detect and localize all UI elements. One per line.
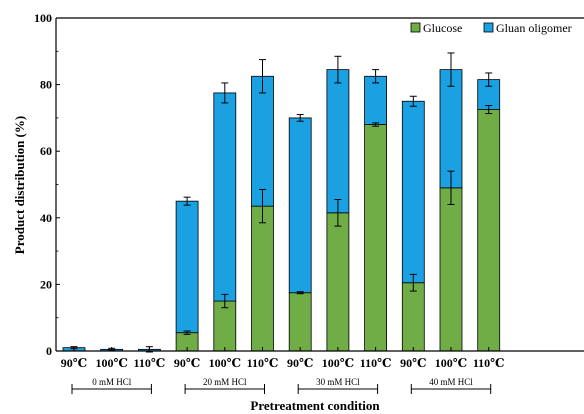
y-tick-label-40: 40	[40, 211, 52, 225]
group-bracket-1: 20 mM HCl	[184, 377, 265, 394]
group-label-2: 30 mM HCl	[316, 377, 360, 387]
bar-gluan-oligomer-10	[439, 69, 463, 189]
error-bar-glucose-4	[221, 293, 229, 309]
bar-glucose-4	[213, 300, 237, 352]
bar-glucose-7	[326, 212, 350, 352]
x-tick-label-9: 90℃	[400, 356, 426, 370]
y-tick-label-100: 100	[34, 11, 52, 25]
bar-gluan-oligomer-9	[401, 100, 425, 284]
error-bar-gluan-oligomer-10	[447, 52, 455, 87]
group-brackets-layer: 0 mM HCl 20 mM HCl 30 mM HCl 40 mM HCl	[71, 377, 492, 394]
legend-item-gluan-oligomer: Gluan oligomer	[483, 21, 572, 35]
x-tick-label-5: 110℃	[247, 356, 279, 370]
legend-item-glucose: Glucose	[410, 21, 462, 35]
x-tick-label-11: 110℃	[473, 356, 505, 370]
bar-glucose-5	[251, 205, 274, 352]
group-label-1: 20 mM HCl	[203, 377, 247, 387]
x-tick-label-0: 90℃	[61, 356, 87, 370]
error-bar-gluan-oligomer-4	[221, 82, 229, 104]
legend-swatch	[483, 22, 494, 33]
error-bar-glucose-3	[183, 330, 191, 335]
bar-glucose-8	[364, 124, 388, 352]
group-bracket-0: 0 mM HCl	[71, 377, 152, 394]
group-label-3: 40 mM HCl	[429, 377, 473, 387]
x-tick-label-1: 100℃	[96, 356, 128, 370]
error-bar-gluan-oligomer-3	[183, 196, 191, 206]
error-bar-glucose-7	[334, 198, 342, 227]
error-bar-glucose-8	[372, 122, 380, 127]
bar-gluan-oligomer-7	[326, 69, 350, 214]
y-tick-label-0: 0	[46, 344, 52, 358]
legend-label: Gluan oligomer	[496, 21, 572, 35]
x-tick-label-10: 100℃	[435, 356, 467, 370]
error-bar-gluan-oligomer-11	[485, 72, 493, 87]
bar-glucose-11	[477, 109, 501, 352]
error-bars-layer	[70, 52, 493, 353]
error-bar-glucose-9	[409, 273, 417, 292]
error-bar-gluan-oligomer-6	[296, 114, 304, 122]
x-tick-label-3: 90℃	[174, 356, 200, 370]
error-bar-glucose-6	[296, 291, 304, 295]
x-tick-label-4: 100℃	[209, 356, 241, 370]
bar-gluan-oligomer-4	[213, 92, 237, 302]
bar-gluan-oligomer-5	[251, 75, 274, 207]
bar-gluan-oligomer-3	[175, 200, 199, 334]
x-tick-label-2: 110℃	[134, 356, 166, 370]
y-tick-label-80: 80	[40, 78, 52, 92]
bar-gluan-oligomer-8	[364, 75, 388, 125]
x-tick-label-6: 90℃	[287, 356, 313, 370]
group-bracket-3: 40 mM HCl	[410, 377, 492, 394]
group-label-0: 0 mM HCl	[92, 377, 132, 387]
error-bar-glucose-10	[447, 170, 455, 205]
bar-glucose-10	[439, 187, 463, 352]
bars-layer	[62, 69, 501, 352]
y-axis-title: Product distribution (%)	[12, 116, 27, 254]
axes-layer	[55, 17, 584, 352]
tick-labels-layer: 0 20 40 60 80 100 90℃ 100℃ 110℃ 90℃ 100℃ 110℃ 90℃ 100…	[34, 11, 505, 370]
error-bar-glucose-11	[485, 105, 493, 115]
bar-glucose-6	[288, 292, 312, 352]
y-tick-label-20: 20	[40, 277, 52, 291]
error-bar-gluan-oligomer-7	[334, 55, 342, 84]
x-tick-label-8: 110℃	[360, 356, 392, 370]
x-axis-title: Pretreatment condition	[250, 398, 380, 413]
bar-glucose-9	[401, 282, 425, 352]
error-bar-gluan-oligomer-9	[409, 95, 417, 107]
x-tick-label-7: 100℃	[322, 356, 354, 370]
legend-label: Glucose	[423, 21, 462, 35]
group-bracket-2: 30 mM HCl	[297, 377, 379, 394]
error-bar-glucose-5	[259, 188, 266, 224]
bar-gluan-oligomer-6	[288, 117, 312, 294]
legend: Glucose Gluan oligomer	[410, 21, 572, 35]
legend-swatch	[410, 22, 421, 33]
y-tick-label-60: 60	[40, 144, 52, 158]
error-bar-gluan-oligomer-5	[259, 59, 266, 94]
error-bar-gluan-oligomer-8	[372, 69, 380, 84]
